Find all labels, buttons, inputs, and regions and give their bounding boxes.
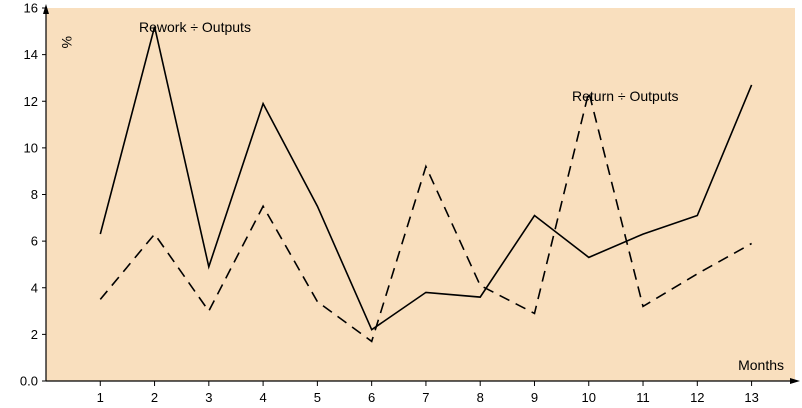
x-tick-label: 9	[531, 390, 538, 405]
y-tick-label: 14	[24, 47, 38, 62]
x-tick-label: 10	[582, 390, 596, 405]
x-axis-label: Months	[738, 357, 784, 373]
y-tick-label: 4	[31, 280, 38, 295]
y-tick-label: 2	[31, 327, 38, 342]
x-tick-label: 12	[690, 390, 704, 405]
series-line-return	[99, 91, 752, 343]
plot-background	[46, 8, 795, 381]
x-tick-label: 8	[477, 390, 484, 405]
x-tick-label: 11	[636, 390, 650, 405]
y-axis-arrow	[43, 4, 49, 14]
y-axis-unit-label: %	[59, 36, 75, 48]
y-tick-label: 0.0	[20, 374, 38, 389]
x-tick-label: 2	[151, 390, 158, 405]
y-tick-label: 8	[31, 187, 38, 202]
x-tick-label: 5	[314, 390, 321, 405]
x-tick-label: 7	[422, 390, 429, 405]
y-tick-label: 12	[24, 94, 38, 109]
x-tick-label: 4	[259, 390, 266, 405]
x-tick-label: 6	[368, 390, 375, 405]
y-tick-label: 6	[31, 234, 38, 249]
y-tick-label: 10	[24, 140, 38, 155]
series-line-rework	[99, 26, 753, 331]
x-tick-label: 3	[205, 390, 212, 405]
x-axis-arrow	[790, 378, 800, 384]
series-label-rework: Rework ÷ Outputs	[139, 19, 251, 35]
x-tick-label: 1	[97, 390, 104, 405]
y-tick-label: 16	[24, 1, 38, 16]
series-group	[99, 26, 753, 343]
series-label-return: Return ÷ Outputs	[572, 88, 679, 104]
x-tick-label: 13	[744, 390, 758, 405]
